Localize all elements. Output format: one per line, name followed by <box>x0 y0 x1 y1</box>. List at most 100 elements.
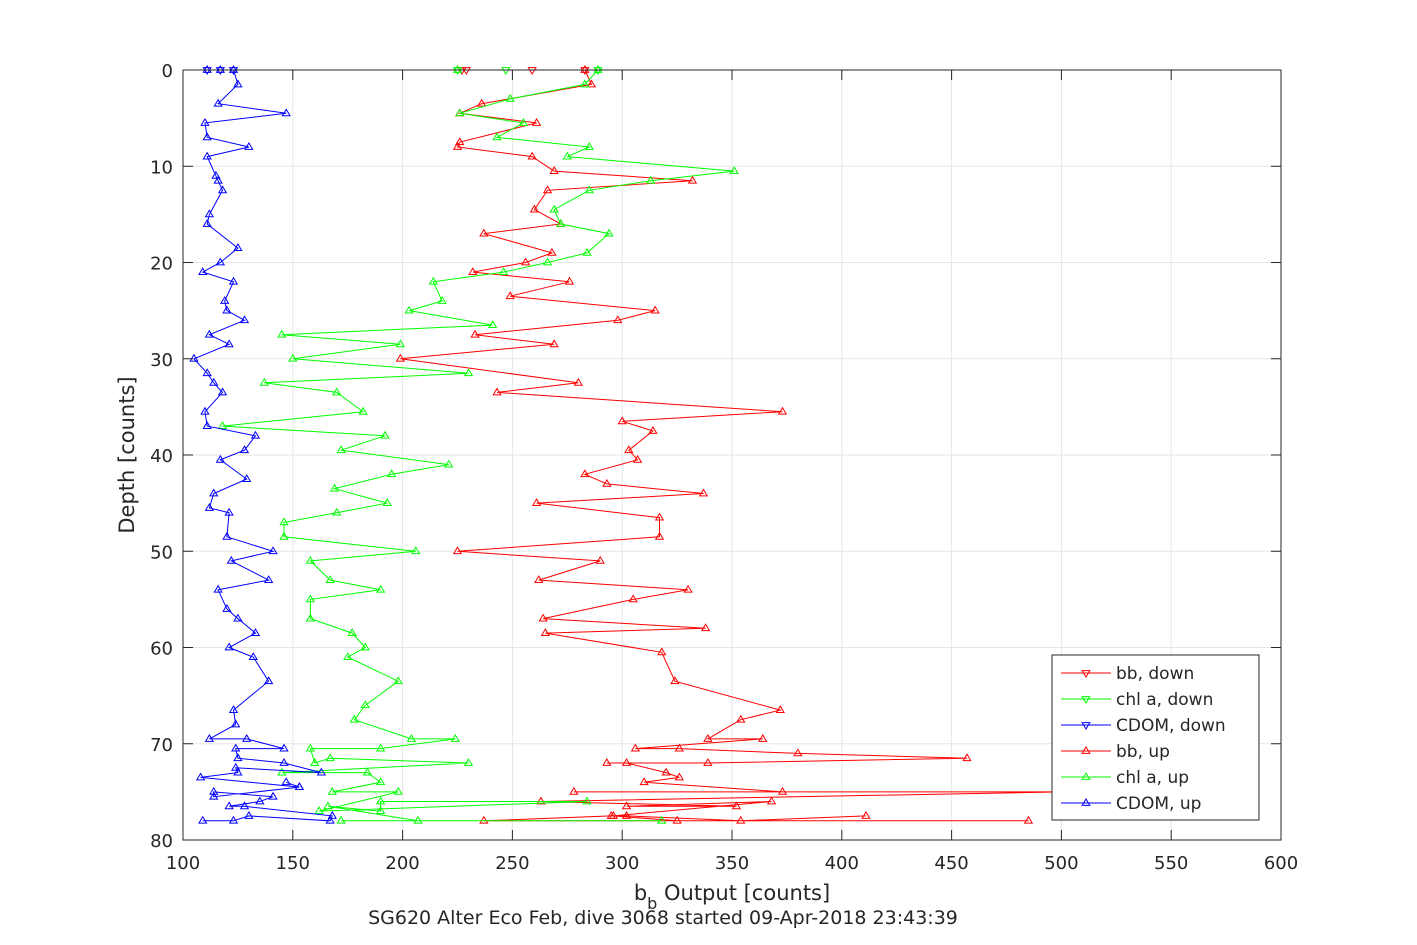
x-axis-label-subscript: b <box>647 894 657 913</box>
data-point-marker <box>703 733 713 742</box>
data-point-marker <box>527 67 537 75</box>
data-point-marker <box>202 132 212 141</box>
data-point-marker <box>209 488 219 497</box>
data-point-marker <box>239 801 250 810</box>
data-point-marker <box>277 767 287 776</box>
data-point-marker <box>670 676 680 685</box>
data-point-marker <box>538 613 548 622</box>
x-tick-label: 350 <box>715 853 749 874</box>
data-point-marker <box>520 257 531 266</box>
data-point-marker <box>463 758 474 766</box>
data-point-marker <box>498 267 509 276</box>
data-point-marker <box>452 65 463 73</box>
data-point-marker <box>580 79 590 88</box>
data-point-marker <box>382 498 392 507</box>
data-point-marker <box>360 700 370 709</box>
data-point-marker <box>336 445 346 454</box>
data-point-marker <box>231 719 241 728</box>
data-point-marker <box>362 767 373 776</box>
data-point-marker <box>793 748 803 757</box>
data-point-marker <box>204 209 215 218</box>
data-point-marker <box>323 801 333 810</box>
y-tick-label: 80 <box>150 831 173 852</box>
data-point-marker <box>277 329 287 338</box>
data-point-marker <box>595 555 605 564</box>
data-point-marker <box>687 175 698 184</box>
data-point-marker <box>593 65 603 73</box>
data-point-marker <box>375 777 386 786</box>
x-tick-label: 300 <box>605 853 639 874</box>
data-point-marker <box>406 733 417 742</box>
data-point-marker <box>531 117 542 126</box>
data-point-marker <box>375 806 386 815</box>
data-point-marker <box>213 98 223 107</box>
data-point-marker <box>233 753 243 762</box>
data-point-marker <box>564 276 575 285</box>
data-point-marker <box>343 652 353 661</box>
data-point-marker <box>220 296 230 304</box>
data-point-marker <box>215 67 226 75</box>
data-point-marker <box>602 758 612 766</box>
data-point-marker <box>657 647 667 656</box>
data-point-marker <box>584 142 594 150</box>
data-point-marker <box>450 733 460 742</box>
data-point-marker <box>698 488 709 497</box>
data-point-marker <box>281 777 291 786</box>
legend-label: bb, down <box>1116 664 1194 684</box>
data-point-marker <box>492 387 502 396</box>
data-point-marker <box>703 758 713 766</box>
data-point-marker <box>395 353 406 362</box>
legend-entry: bb, up <box>1061 742 1170 762</box>
data-point-marker <box>222 305 232 314</box>
series-chl-a-up <box>217 65 739 824</box>
data-point-marker <box>729 166 739 174</box>
data-point-marker <box>198 267 208 276</box>
data-point-marker <box>654 531 665 540</box>
data-point-marker <box>584 185 594 194</box>
legend-entry: chl a, down <box>1061 690 1213 710</box>
y-tick-label: 10 <box>150 157 173 178</box>
data-point-marker <box>259 377 269 386</box>
data-point-marker <box>224 642 234 651</box>
data-point-marker <box>573 377 583 386</box>
data-point-marker <box>777 786 788 795</box>
legend-marker <box>1081 696 1091 704</box>
data-point-marker <box>242 733 252 742</box>
data-point-marker <box>657 815 667 824</box>
x-axis-label: bb Output [counts] <box>634 881 830 913</box>
data-point-marker <box>580 469 590 478</box>
legend-label: bb, up <box>1116 742 1170 762</box>
legend-label: CDOM, down <box>1116 716 1226 736</box>
data-point-marker <box>325 815 335 824</box>
y-tick-label: 50 <box>150 542 173 563</box>
data-point-marker <box>777 406 788 415</box>
data-point-marker <box>1023 815 1034 824</box>
data-point-marker <box>674 743 684 752</box>
legend-entry: chl a, up <box>1061 768 1189 788</box>
data-point-marker <box>233 79 243 88</box>
data-point-marker <box>228 65 239 73</box>
y-tick-label: 40 <box>150 446 173 467</box>
data-point-marker <box>613 315 623 324</box>
data-point-marker <box>200 406 210 415</box>
data-point-marker <box>211 170 221 179</box>
data-point-marker <box>231 743 241 752</box>
data-point-marker <box>329 483 340 492</box>
data-point-marker <box>233 243 243 251</box>
x-tick-label: 200 <box>385 853 419 874</box>
data-point-marker <box>215 65 226 73</box>
data-point-marker <box>233 767 243 776</box>
data-point-marker <box>962 753 972 762</box>
data-point-marker <box>255 796 265 805</box>
data-point-marker <box>213 175 223 184</box>
data-point-marker <box>468 267 478 276</box>
data-point-marker <box>347 628 357 636</box>
data-point-marker <box>360 642 370 651</box>
data-point-marker <box>279 517 289 526</box>
data-point-marker <box>263 676 274 685</box>
data-point-marker <box>393 676 403 685</box>
data-point-marker <box>305 613 316 622</box>
data-point-marker <box>455 137 465 146</box>
data-point-marker <box>224 507 234 516</box>
data-point-marker <box>617 416 627 425</box>
